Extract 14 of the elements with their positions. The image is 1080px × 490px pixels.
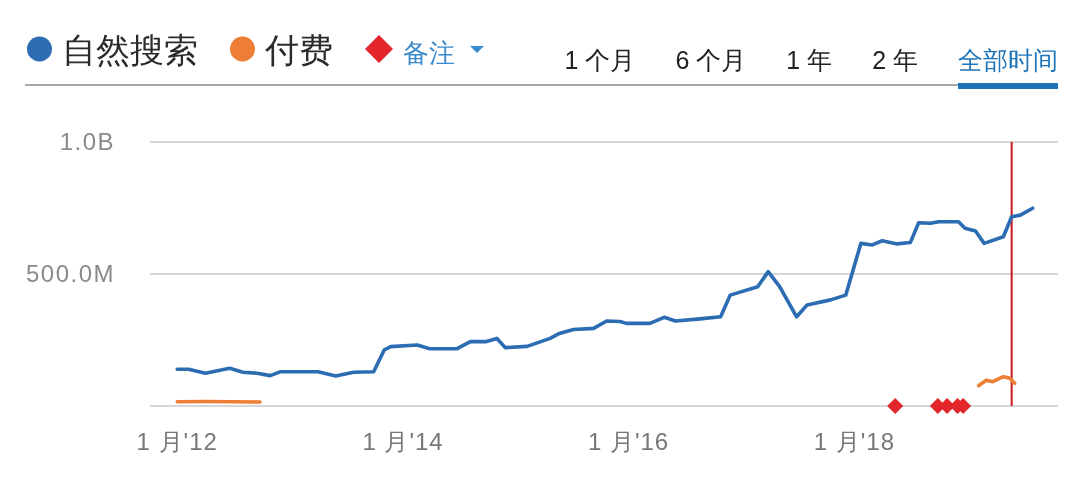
x-tick-label: 1 月'16 xyxy=(587,428,670,455)
legend-label: 备注 xyxy=(403,38,455,68)
tab-label: 1 年 xyxy=(786,46,833,74)
y-tick-label: 500.0M xyxy=(25,260,115,287)
legend-label: 付费 xyxy=(265,31,333,69)
x-tick-label: 1 月'14 xyxy=(362,428,444,455)
tab-label: 1 个月 xyxy=(564,46,636,74)
tab-label: 2 年 xyxy=(872,46,918,74)
legend-label: 自然搜索 xyxy=(62,31,198,69)
tab-label: 全部时间 xyxy=(958,46,1058,74)
x-tick-label: 1 月'12 xyxy=(136,428,218,455)
y-tick-label: 1.0B xyxy=(59,128,115,155)
x-tick-label: 1 月'18 xyxy=(813,428,896,455)
tab-label: 6 个月 xyxy=(675,46,747,74)
